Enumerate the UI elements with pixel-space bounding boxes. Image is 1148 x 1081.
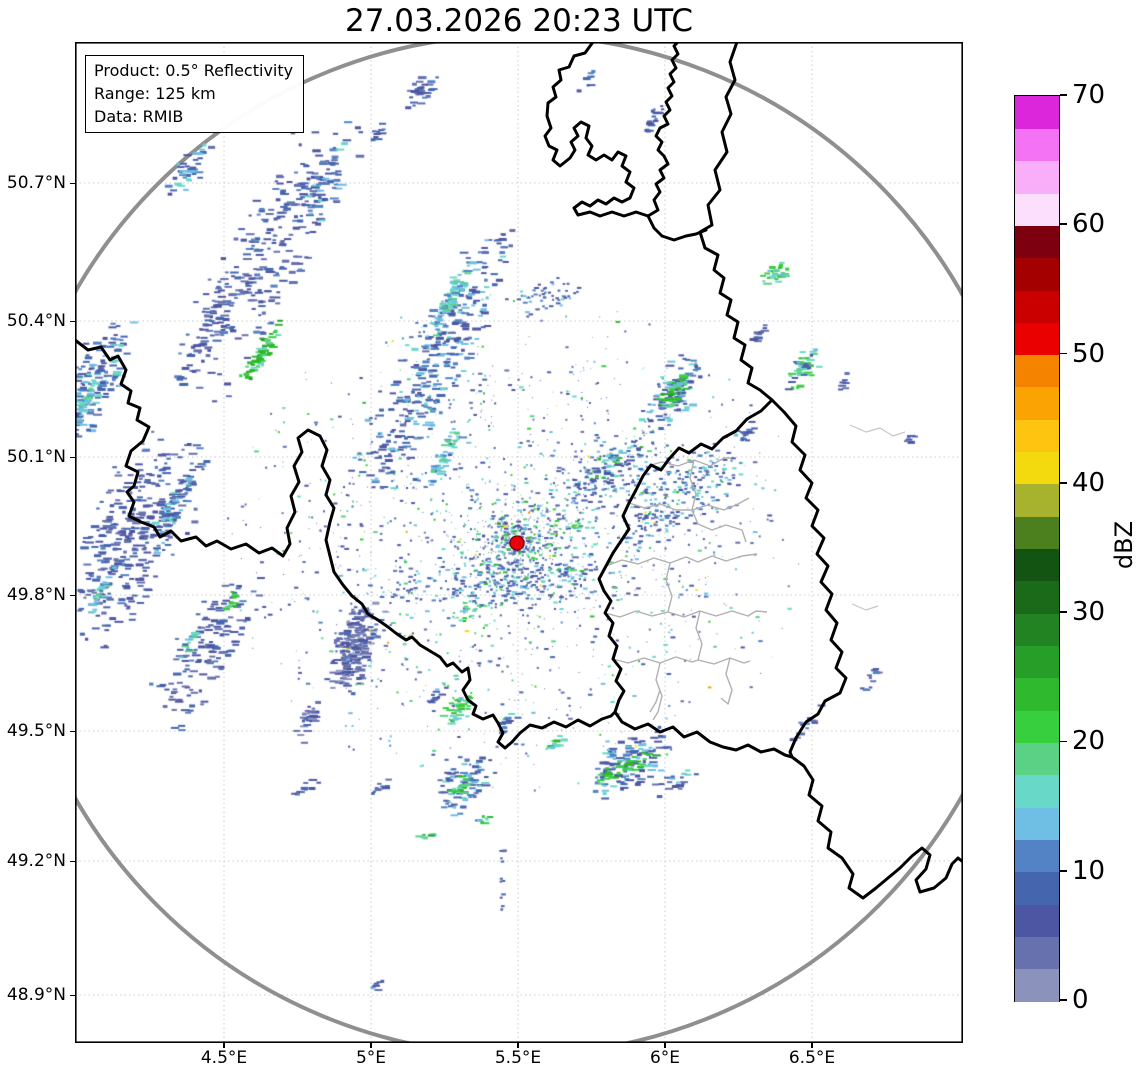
province-borders [604,424,906,721]
lon-tick-label: 5°E [355,1048,387,1068]
colorbar-tick-mark [1059,611,1067,614]
colorbar-tick-label: 70 [1072,80,1106,110]
colorbar-band [1015,904,1059,937]
colorbar-band [1015,936,1059,970]
colorbar-band [1015,322,1059,356]
colorbar-band [1015,257,1059,291]
colorbar-tick-mark [1059,740,1067,743]
lat-tick-label: 48.9°N [6,985,66,1005]
colorbar-band [1015,645,1059,679]
lat-tick-mark [70,594,75,596]
colorbar-band [1015,613,1059,647]
colorbar-band [1015,742,1059,776]
colorbar-band [1015,289,1059,323]
colorbar-tick-mark [1059,481,1067,484]
lat-tick-label: 50.1°N [6,447,66,467]
border-france-west [75,338,794,759]
colorbar-tick-mark [1059,223,1067,226]
colorbar-tick-mark [1059,94,1067,96]
colorbar-band [1015,419,1059,453]
border-germany-east [698,42,963,900]
colorbar-band [1015,968,1059,1002]
colorbar-band [1015,677,1059,711]
colorbar-tick-label: 40 [1072,467,1106,498]
colorbar-band [1015,451,1059,485]
colorbar-band [1015,96,1059,129]
lat-tick-mark [70,456,75,458]
border-netherlands-blob [543,42,680,218]
lat-tick-mark [70,320,75,322]
colorbar-band [1015,483,1059,517]
lat-tick-label: 49.8°N [6,585,66,605]
colorbar-label: dBZ [1110,520,1138,570]
colorbar-band [1015,839,1059,873]
map-features-layer [75,42,963,1043]
info-product: Product: 0.5° Reflectivity [94,61,294,80]
colorbar-band [1015,580,1059,614]
colorbar-band [1015,516,1059,550]
colorbar-tick-label: 30 [1072,597,1106,628]
colorbar-band [1015,807,1059,840]
lat-tick-label: 50.4°N [6,311,66,331]
colorbar-band [1015,128,1059,162]
info-box: Product: 0.5° Reflectivity Range: 125 km… [85,55,305,133]
colorbar-band [1015,225,1059,259]
lat-tick-label: 50.7°N [6,173,66,193]
lat-tick-label: 49.5°N [6,721,66,741]
lat-tick-mark [70,994,75,996]
colorbar-tick-label: 20 [1072,726,1106,757]
colorbar-tick-mark [1059,869,1067,872]
colorbar-band [1015,160,1059,194]
border-belgium-luxembourg [597,398,774,714]
colorbar-band [1015,548,1059,582]
lon-tick-label: 5.5°E [494,1048,542,1068]
lat-tick-mark [70,730,75,732]
lat-tick-mark [70,860,75,862]
colorbar-band [1015,774,1059,808]
colorbar-tick-mark [1059,352,1067,355]
lon-tick-label: 4.5°E [200,1048,248,1068]
lon-tick-label: 6.5°E [788,1048,836,1068]
lon-tick-mark [223,1043,225,1048]
colorbar-band [1015,386,1059,420]
lon-tick-mark [517,1043,519,1048]
border-blob-connector [646,214,708,242]
lon-tick-mark [370,1043,372,1048]
colorbar-tick-label: 10 [1072,855,1106,886]
radar-site-marker [509,535,525,551]
colorbar-band [1015,192,1059,226]
lat-tick-label: 49.2°N [6,851,66,871]
colorbar [1014,95,1060,1002]
info-source: Data: RMIB [94,107,184,126]
lat-tick-mark [70,182,75,184]
radar-map [75,42,963,1043]
lon-tick-mark [664,1043,666,1048]
axes-frame [75,42,963,1043]
colorbar-tick-mark [1059,999,1067,1001]
colorbar-tick-label: 50 [1072,338,1106,369]
lon-tick-label: 6°E [649,1048,681,1068]
country-borders [75,42,963,900]
colorbar-band [1015,710,1059,743]
lon-tick-mark [811,1043,813,1048]
colorbar-band [1015,871,1059,905]
info-range: Range: 125 km [94,84,216,103]
colorbar-band [1015,354,1059,388]
colorbar-tick-label: 60 [1072,209,1106,240]
colorbar-tick-label: 0 [1072,985,1089,1015]
figure-title: 27.03.2026 20:23 UTC [345,3,693,39]
